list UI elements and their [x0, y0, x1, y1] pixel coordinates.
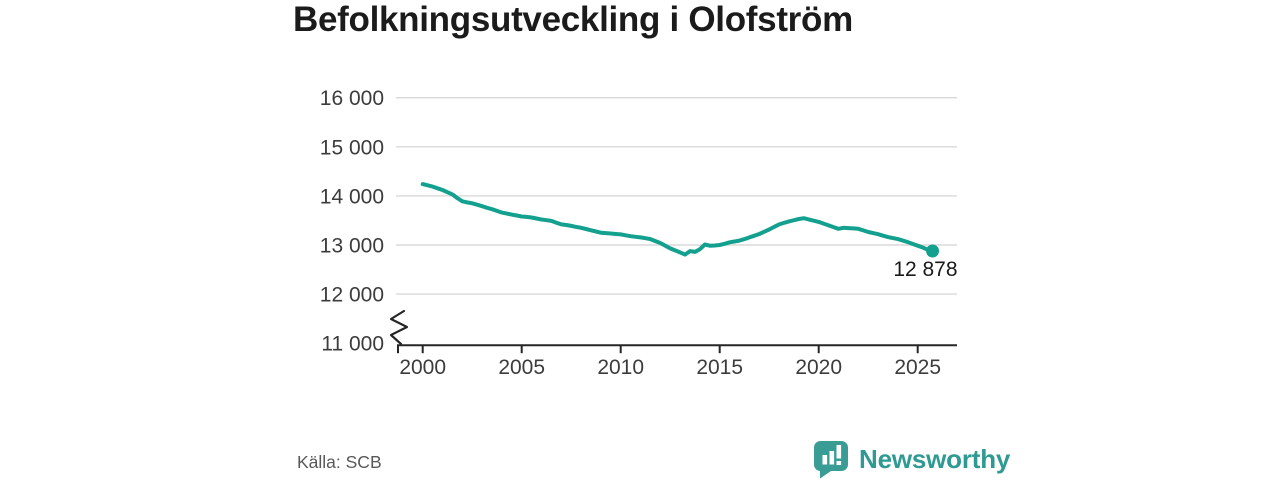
- source-label: Källa: SCB: [297, 452, 382, 472]
- y-tick-label: 12 000: [320, 284, 384, 307]
- y-tick-label: 14 000: [320, 185, 384, 208]
- x-tick-label: 2005: [498, 356, 545, 379]
- page-title: Befolkningsutveckling i Olofström: [293, 0, 853, 39]
- population-line: [420, 182, 935, 257]
- x-tick-label: 2020: [795, 356, 842, 379]
- y-tick-label: 16 000: [320, 87, 384, 110]
- y-tick-label: 13 000: [320, 235, 384, 258]
- last-value-label: 12 878: [893, 258, 957, 281]
- y-tick-label: 15 000: [320, 136, 384, 159]
- x-tick-label: 2025: [894, 356, 941, 379]
- x-tick-label: 2015: [696, 356, 743, 379]
- brand-name: Newsworthy: [859, 444, 1011, 474]
- x-tick-label: 2000: [399, 356, 446, 379]
- newsworthy-icon: [814, 441, 848, 479]
- y-axis-break-icon: [389, 309, 409, 346]
- y-tick-label: 11 000: [321, 333, 384, 356]
- newsworthy-logo-link[interactable]: Newsworthy: [813, 440, 1010, 479]
- last-value-dot: [926, 244, 940, 258]
- x-tick-label: 2010: [597, 356, 644, 379]
